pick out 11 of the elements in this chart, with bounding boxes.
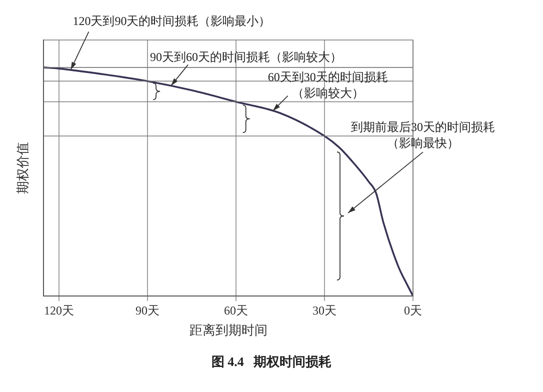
annotation: 120天到90天的时间损耗（影响最小） [72,14,271,28]
x-tick-label: 30天 [312,303,336,318]
x-tick-label: 60天 [224,303,248,318]
annotation: 60天到30天的时间损耗（影响较大） [268,70,388,100]
x-tick-label: 120天 [44,303,74,318]
x-tick-label: 0天 [404,303,422,318]
y-axis-title: 期权价值 [15,142,30,194]
annotation: 90天到60天的时间损耗（影响较大） [150,50,342,64]
caption: 图 4.4 期权时间损耗 [210,353,333,371]
x-tick-label: 90天 [135,303,160,318]
x-axis-title: 距离到期时间 [189,322,268,338]
